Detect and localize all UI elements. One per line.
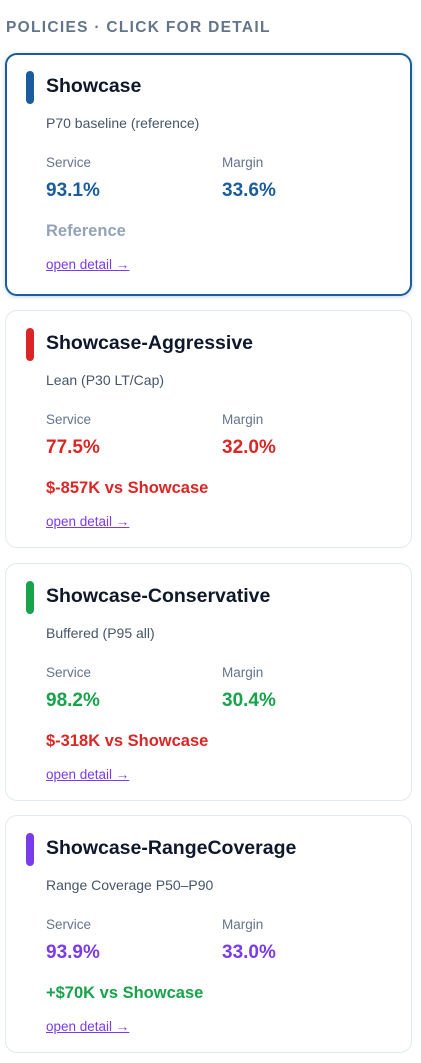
margin-value: 30.4% [222,690,276,711]
service-label: Service [46,665,92,680]
service-value: 98.2% [46,690,100,711]
policy-description: P70 baseline (reference) [46,115,200,131]
delta-vs-reference: +$70K vs Showcase [46,984,204,1002]
open-detail-link[interactable]: open detail → [46,514,130,529]
policy-accent-bar [26,328,34,361]
policy-description: Range Coverage P50–P90 [46,877,214,893]
margin-value: 33.6% [222,180,276,201]
policy-accent-bar [26,581,34,614]
policy-card-showcase[interactable]: Showcase P70 baseline (reference) Servic… [5,53,412,296]
service-label: Service [46,155,92,170]
policy-name: Showcase-RangeCoverage [46,837,297,859]
delta-vs-reference: $-857K vs Showcase [46,479,209,497]
policy-card-showcase-conservative[interactable]: Showcase-Conservative Buffered (P95 all)… [5,563,412,801]
margin-label: Margin [222,917,264,932]
policy-name: Showcase-Aggressive [46,332,254,354]
policy-description: Buffered (P95 all) [46,625,155,641]
service-value: 77.5% [46,437,100,458]
delta-vs-reference: $-318K vs Showcase [46,732,209,750]
margin-value: 33.0% [222,942,276,963]
margin-value: 32.0% [222,437,276,458]
open-detail-link[interactable]: open detail → [46,257,130,272]
policy-card-showcase-aggressive[interactable]: Showcase-Aggressive Lean (P30 LT/Cap) Se… [5,310,412,548]
margin-label: Margin [222,412,264,427]
open-detail-link[interactable]: open detail → [46,1019,130,1034]
service-label: Service [46,412,92,427]
policy-accent-bar [26,71,34,104]
service-value: 93.9% [46,942,100,963]
service-label: Service [46,917,92,932]
margin-label: Margin [222,155,264,170]
open-detail-link[interactable]: open detail → [46,767,130,782]
section-header: POLICIES · CLICK FOR DETAIL [6,19,271,36]
policy-card-showcase-rangecoverage[interactable]: Showcase-RangeCoverage Range Coverage P5… [5,815,412,1053]
policy-description: Lean (P30 LT/Cap) [46,372,165,388]
policy-name: Showcase [46,75,142,97]
delta-vs-reference: Reference [46,222,126,240]
policy-accent-bar [26,833,34,866]
policy-name: Showcase-Conservative [46,585,271,607]
service-value: 93.1% [46,180,100,201]
margin-label: Margin [222,665,264,680]
